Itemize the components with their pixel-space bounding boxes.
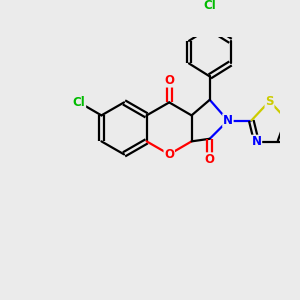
- Text: O: O: [205, 153, 215, 166]
- Text: N: N: [223, 114, 233, 127]
- Text: S: S: [265, 94, 274, 108]
- Text: O: O: [164, 74, 174, 87]
- Text: O: O: [164, 148, 174, 161]
- Text: Cl: Cl: [203, 0, 216, 12]
- Text: Cl: Cl: [73, 96, 85, 109]
- Text: N: N: [251, 135, 262, 148]
